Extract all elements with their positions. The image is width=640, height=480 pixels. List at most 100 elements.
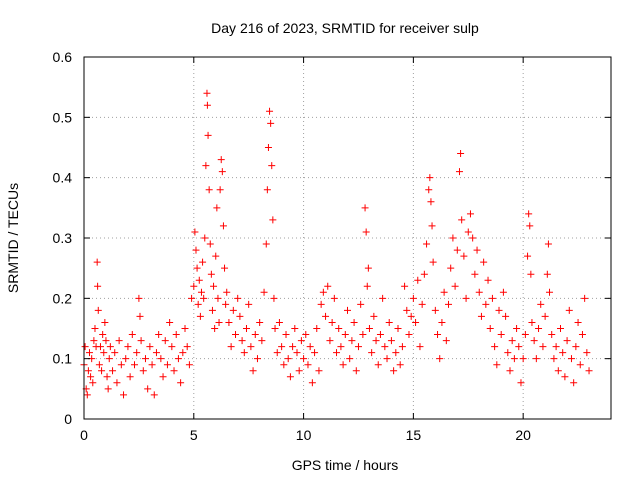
data-point: [96, 343, 104, 351]
data-point: [221, 264, 229, 272]
data-point: [368, 349, 376, 357]
data-point: [166, 318, 174, 326]
data-point: [128, 331, 136, 339]
y-tick-label: 0.2: [53, 290, 73, 306]
data-point: [170, 367, 178, 375]
data-point: [256, 318, 264, 326]
data-point: [177, 379, 185, 387]
data-point: [420, 270, 428, 278]
data-point: [442, 337, 450, 345]
data-point: [109, 367, 117, 375]
data-point: [105, 355, 113, 363]
data-point: [574, 318, 582, 326]
data-point: [428, 222, 436, 230]
data-point: [499, 288, 507, 296]
data-point: [425, 186, 433, 194]
data-point: [341, 331, 349, 339]
data-point: [203, 89, 211, 97]
data-point: [84, 367, 92, 375]
data-point: [196, 312, 204, 320]
data-point: [495, 306, 503, 314]
data-point: [188, 294, 196, 302]
data-point: [541, 312, 549, 320]
data-point: [497, 331, 505, 339]
data-point: [94, 282, 102, 290]
data-point: [271, 325, 279, 332]
data-point: [458, 216, 466, 224]
data-point: [247, 343, 255, 351]
data-point: [370, 312, 378, 320]
data-point: [539, 343, 547, 351]
data-point: [191, 228, 199, 236]
data-point: [212, 252, 220, 260]
data-point: [133, 349, 141, 357]
data-point: [548, 331, 556, 339]
data-point: [552, 343, 560, 351]
data-point: [100, 349, 108, 357]
data-points: [80, 89, 593, 399]
data-point: [251, 331, 259, 339]
data-point: [197, 288, 205, 296]
data-point: [328, 318, 336, 326]
data-point: [537, 300, 545, 308]
data-point: [215, 318, 223, 326]
data-point: [374, 361, 382, 369]
data-point: [414, 276, 422, 284]
data-point: [157, 355, 165, 363]
data-point: [440, 288, 448, 296]
data-point: [403, 306, 411, 314]
data-point: [185, 361, 193, 369]
data-point: [207, 270, 215, 278]
data-point: [436, 355, 444, 363]
data-point: [104, 385, 112, 393]
data-point: [486, 325, 494, 332]
data-point: [295, 367, 303, 375]
data-point: [293, 349, 301, 357]
data-point: [333, 349, 341, 357]
data-point: [117, 361, 125, 369]
data-point: [544, 240, 552, 248]
data-point: [394, 325, 402, 332]
data-point: [217, 156, 225, 164]
data-point: [464, 228, 472, 236]
data-point: [493, 361, 501, 369]
data-point: [122, 355, 130, 363]
data-point: [526, 222, 534, 230]
data-point: [190, 282, 198, 290]
data-point: [581, 294, 589, 302]
data-point: [264, 144, 272, 151]
data-point: [249, 367, 257, 375]
data-point: [91, 325, 99, 332]
data-point: [223, 288, 231, 296]
data-point: [381, 343, 389, 351]
data-point: [214, 294, 222, 302]
data-point: [262, 240, 270, 248]
y-tick-label: 0.4: [53, 170, 73, 186]
data-point: [270, 294, 278, 302]
data-point: [308, 379, 316, 387]
data-point: [245, 300, 253, 308]
data-point: [376, 331, 384, 339]
data-point: [101, 318, 109, 326]
data-point: [451, 282, 459, 290]
data-point: [269, 216, 277, 224]
data-point: [484, 276, 492, 284]
data-point: [556, 325, 564, 332]
data-point: [482, 300, 490, 308]
data-point: [354, 343, 362, 351]
data-point: [365, 325, 373, 332]
data-point: [475, 288, 483, 296]
data-point: [405, 331, 413, 339]
data-point: [466, 210, 474, 218]
data-point: [473, 246, 481, 254]
data-point: [471, 270, 479, 278]
data-point: [268, 162, 276, 170]
data-point: [434, 331, 442, 339]
data-point: [330, 294, 338, 302]
data-point: [183, 343, 191, 351]
data-point: [379, 294, 387, 302]
data-point: [311, 349, 319, 357]
data-point: [120, 391, 128, 399]
data-point: [113, 379, 121, 387]
